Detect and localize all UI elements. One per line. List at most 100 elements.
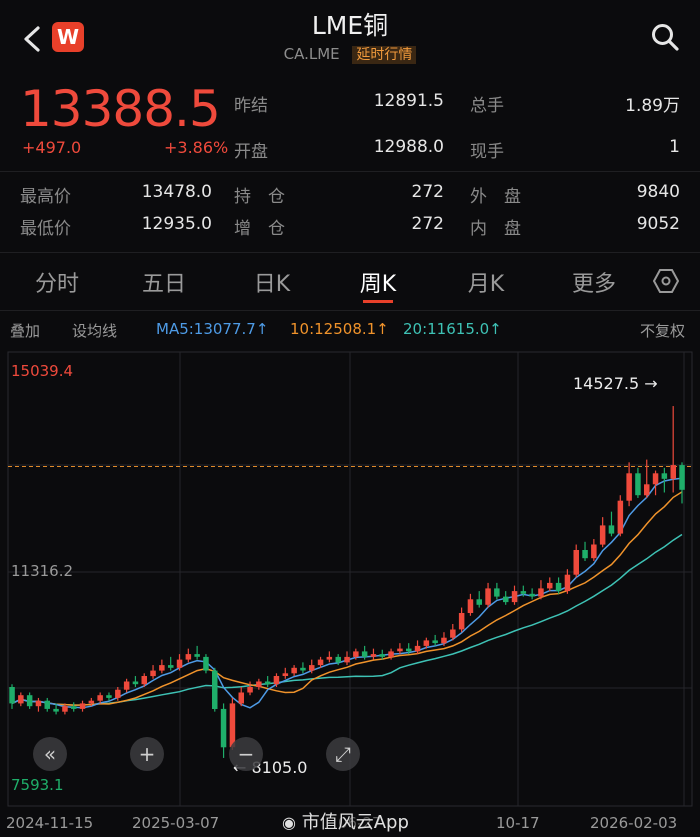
candle-body xyxy=(159,665,165,671)
ma10-line xyxy=(11,491,683,706)
candle-body xyxy=(626,473,632,501)
candle-body xyxy=(582,550,588,559)
x-axis-date-label: 10-17 xyxy=(496,814,540,832)
app-logo: W xyxy=(52,22,84,52)
candle-body xyxy=(591,544,597,559)
candle-body xyxy=(370,654,377,657)
candle-body xyxy=(26,695,33,707)
candle-body xyxy=(176,659,183,668)
candle-body xyxy=(335,656,341,663)
set-ma-button[interactable]: 设均线 xyxy=(72,322,118,340)
y-axis-mid-label: 11316.2 xyxy=(11,562,74,580)
rewind-button[interactable]: « xyxy=(33,737,67,771)
tab-daily-k[interactable]: 日K xyxy=(253,272,291,297)
candle-body xyxy=(309,665,315,671)
ma5-readout: MA5:13077.7↑ xyxy=(156,320,269,338)
candle-body xyxy=(661,473,668,479)
candle-body xyxy=(317,659,324,666)
candle-body xyxy=(467,599,474,613)
ma20-readout: 20:11615.0↑ xyxy=(403,320,502,338)
candle-body xyxy=(88,700,95,704)
candle-body xyxy=(194,654,200,657)
candle-body xyxy=(494,588,500,597)
tab-monthly-k[interactable]: 月K xyxy=(467,272,505,297)
adjust-selector[interactable]: 不复权 xyxy=(640,322,686,340)
candle-body xyxy=(212,670,218,709)
candlestick-chart[interactable] xyxy=(0,348,700,810)
candle-body xyxy=(414,645,421,652)
ma20-line xyxy=(11,533,683,706)
candle-body xyxy=(476,599,482,605)
high-value: 13478.0 xyxy=(141,182,212,202)
tab-weekly-k[interactable]: 周K xyxy=(359,272,397,297)
x-axis-date-label: 2026-02-03 xyxy=(590,814,678,832)
candle-body xyxy=(388,651,394,657)
candle-body xyxy=(185,654,192,660)
zoom-in-button[interactable]: + xyxy=(130,737,164,771)
tab-intraday[interactable]: 分时 xyxy=(34,272,79,297)
search-icon[interactable] xyxy=(650,22,680,52)
zoom-out-button[interactable]: − xyxy=(229,737,263,771)
divider xyxy=(0,171,700,172)
oi-change-label: 增 仓 xyxy=(234,219,285,239)
candle-body xyxy=(599,525,606,545)
candle-body xyxy=(18,695,24,704)
candle-body xyxy=(229,703,236,748)
open-value: 12988.0 xyxy=(373,137,444,157)
candle-body xyxy=(503,596,509,603)
candle-body xyxy=(256,681,262,687)
open-interest-label: 持 仓 xyxy=(234,187,285,207)
candle-body xyxy=(652,473,659,485)
divider xyxy=(0,310,700,311)
candle-body xyxy=(353,651,359,657)
volume-label: 总手 xyxy=(470,96,504,116)
candle-body xyxy=(44,700,50,709)
back-arrow-icon[interactable] xyxy=(20,24,46,54)
high-label: 最高价 xyxy=(20,187,71,207)
ma10-readout: 10:12508.1↑ xyxy=(290,320,389,338)
oi-change-value: 272 xyxy=(411,214,444,234)
y-axis-min-label: 7593.1 xyxy=(11,776,64,794)
active-tab-indicator xyxy=(363,300,393,303)
outer-disk-value: 9840 xyxy=(636,182,680,202)
low-value: 12935.0 xyxy=(141,214,212,234)
current-volume-value: 1 xyxy=(669,137,680,157)
fullscreen-button[interactable]: ⤢ xyxy=(326,737,360,771)
candle-body xyxy=(679,465,685,490)
candle-body xyxy=(379,654,385,657)
tab-more[interactable]: 更多 xyxy=(571,272,616,297)
inner-disk-value: 9052 xyxy=(636,214,680,234)
candle-body xyxy=(555,582,562,592)
y-axis-max-label: 15039.4 xyxy=(11,362,74,380)
divider xyxy=(0,252,700,253)
candle-body xyxy=(273,676,280,685)
low-label: 最低价 xyxy=(20,219,71,239)
candle-body xyxy=(361,651,368,657)
volume-value: 1.89万 xyxy=(625,96,680,116)
candle-body xyxy=(168,665,174,668)
candle-body xyxy=(264,681,271,685)
candle-body xyxy=(203,656,209,671)
candle-body xyxy=(62,706,68,712)
candle-body xyxy=(423,640,430,646)
symbol-code: CA.LME xyxy=(283,45,340,63)
max-price-annotation: 14527.5 → xyxy=(573,374,658,393)
open-interest-value: 272 xyxy=(411,182,444,202)
candle-body xyxy=(441,637,447,644)
settings-hexagon-icon[interactable] xyxy=(653,268,679,294)
candle-body xyxy=(326,656,333,660)
overlay-button[interactable]: 叠加 xyxy=(10,322,41,340)
page-title: LME铜 xyxy=(311,11,389,40)
candle-body xyxy=(450,629,456,638)
symbol-line: CA.LME 延时行情 xyxy=(0,44,700,64)
x-axis-date-label: 2025-03-07 xyxy=(132,814,220,832)
tab-five-day[interactable]: 五日 xyxy=(141,272,186,297)
candle-body xyxy=(71,706,77,709)
x-axis-date-label: 2024-11-15 xyxy=(6,814,94,832)
candle-body xyxy=(670,465,676,479)
candle-body xyxy=(132,681,139,685)
x-axis-date-label: 06-27 xyxy=(338,814,382,832)
weibo-icon: ◉ xyxy=(282,813,296,832)
candle-body xyxy=(79,703,86,709)
candle-body xyxy=(53,708,59,712)
